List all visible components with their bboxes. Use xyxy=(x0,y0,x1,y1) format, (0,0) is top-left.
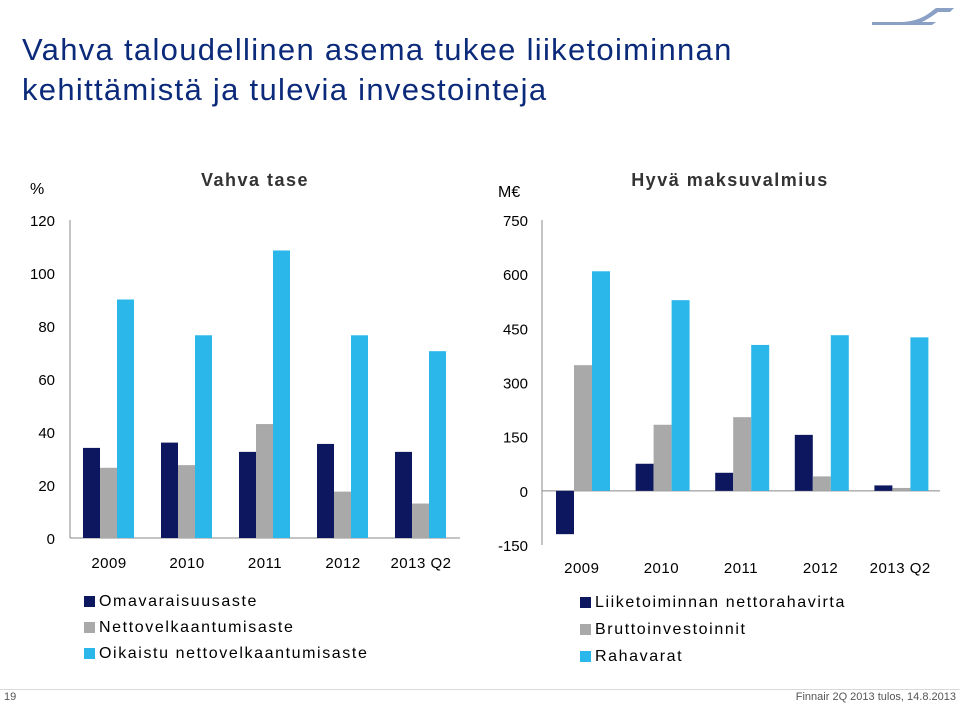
bar-4-1 xyxy=(892,487,911,491)
legend-label-1: Nettovelkaantumisaste xyxy=(99,619,294,636)
y-tick-label-3: 60 xyxy=(38,372,55,389)
bar-1-1 xyxy=(178,465,195,538)
y-tick-label-0: 0 xyxy=(47,531,55,548)
bar-2-0 xyxy=(239,451,256,538)
bar-3-2 xyxy=(830,335,849,491)
x-tick-label-3: 2012 xyxy=(803,560,838,577)
bar-0-2 xyxy=(592,271,610,491)
bar-1-2 xyxy=(195,335,212,538)
bar-2-1 xyxy=(256,424,273,538)
bar-3-0 xyxy=(794,434,813,491)
y-axis-unit: M€ xyxy=(498,184,520,201)
x-tick-label-2: 2011 xyxy=(724,560,758,577)
legend-label-0: Omavaraisuusaste xyxy=(99,593,258,610)
slide-title: Vahva taloudellinen asema tukee liiketoi… xyxy=(22,30,882,110)
bar-2-1 xyxy=(733,417,752,491)
footer-source: Finnair 2Q 2013 tulos, 14.8.2013 xyxy=(795,691,956,703)
bar-4-2 xyxy=(429,351,446,538)
chart-hyva-maksuvalmius: -150 0 150 300 450 600 750 M€ Hyvä maksuvalmius 2… xyxy=(498,170,940,665)
x-tick-label-4: 2013 Q2 xyxy=(870,560,931,577)
bar-3-1 xyxy=(334,491,351,538)
legend-swatch-2 xyxy=(580,651,591,662)
title-line-1: Vahva taloudellinen asema tukee liiketoi… xyxy=(22,32,733,67)
x-tick-label-0: 2009 xyxy=(91,555,126,572)
bar-0-0 xyxy=(556,490,574,535)
y-tick-label-2: 40 xyxy=(38,425,55,442)
bar-0-1 xyxy=(100,467,117,538)
x-tick-label-0: 2009 xyxy=(564,560,599,577)
bar-3-2 xyxy=(351,335,368,538)
chart-vahva-tase: 0 20 40 60 80 100 120% Vahva tase 2009 2010 2011 20… xyxy=(30,170,460,662)
x-tick-label-1: 2010 xyxy=(644,560,679,577)
y-tick-label-6: 120 xyxy=(30,213,55,230)
bar-4-0 xyxy=(395,451,412,538)
finnair-logo-icon xyxy=(872,8,954,25)
footer-divider xyxy=(0,689,960,690)
legend-swatch-2 xyxy=(84,648,95,659)
legend-swatch-1 xyxy=(580,624,591,635)
title-line-2: kehittämistä ja tulevia investointeja xyxy=(22,72,548,107)
bar-0-1 xyxy=(574,365,592,491)
bar-1-0 xyxy=(635,463,654,491)
legend-label-2: Rahavarat xyxy=(595,648,683,665)
bar-2-2 xyxy=(273,250,290,538)
chart-title: Vahva tase xyxy=(201,170,309,190)
y-tick-label-5: 600 xyxy=(503,267,528,284)
bar-0-0 xyxy=(83,447,100,538)
legend-swatch-1 xyxy=(84,622,95,633)
y-tick-label-3: 300 xyxy=(503,376,528,393)
page-number: 19 xyxy=(4,691,17,703)
bar-3-0 xyxy=(317,443,334,538)
y-tick-label-6: 750 xyxy=(503,213,528,230)
bar-1-1 xyxy=(653,424,672,491)
legend-label-0: Liiketoiminnan nettorahavirta xyxy=(595,594,846,611)
y-axis-unit: % xyxy=(30,181,44,198)
legend-swatch-0 xyxy=(84,596,95,607)
bar-4-1 xyxy=(412,503,429,538)
y-tick-label-4: 450 xyxy=(503,321,528,338)
x-tick-label-1: 2010 xyxy=(169,555,204,572)
x-tick-label-2: 2011 xyxy=(248,555,282,572)
y-tick-label-2: 150 xyxy=(503,430,528,447)
x-tick-label-4: 2013 Q2 xyxy=(390,555,451,572)
bar-3-1 xyxy=(812,476,831,491)
y-tick-label-1: 20 xyxy=(38,478,55,495)
bar-0-2 xyxy=(117,299,134,538)
legend-swatch-0 xyxy=(580,597,591,608)
bar-1-0 xyxy=(161,442,178,538)
y-tick-label-0: -150 xyxy=(498,538,528,555)
legend-label-1: Bruttoinvestoinnit xyxy=(595,621,747,638)
x-tick-label-3: 2012 xyxy=(325,555,360,572)
y-tick-label-5: 100 xyxy=(30,266,55,283)
y-tick-label-1: 0 xyxy=(520,484,528,501)
chart-title: Hyvä maksuvalmius xyxy=(631,170,829,190)
legend-label-2: Oikaistu nettovelkaantumisaste xyxy=(99,645,368,662)
bar-2-0 xyxy=(715,472,734,491)
bar-1-2 xyxy=(671,300,690,491)
bar-4-2 xyxy=(910,337,929,491)
bar-2-2 xyxy=(751,344,770,491)
bar-4-0 xyxy=(874,485,893,491)
y-tick-label-4: 80 xyxy=(38,319,55,336)
